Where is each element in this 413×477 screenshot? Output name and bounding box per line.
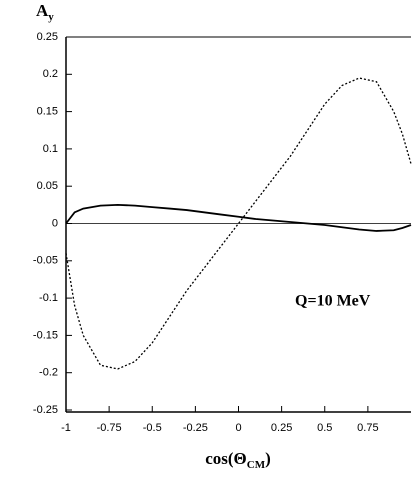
y-tick-label: 0.25: [37, 31, 58, 43]
y-tick-label: -0.2: [39, 367, 58, 379]
y-tick-label: 0.2: [43, 68, 58, 80]
y-tick-label: 0.15: [37, 106, 58, 118]
x-tick-label: 0.5: [317, 422, 332, 434]
x-tick-label: 0.25: [271, 422, 292, 434]
x-tick-label: 0.75: [357, 422, 378, 434]
x-tick-label: -0.75: [97, 422, 122, 434]
line-series: [65, 77, 412, 370]
y-tick-label: -0.25: [33, 404, 58, 416]
x-tick-label: -0.5: [143, 422, 162, 434]
x-label-end: ): [265, 449, 271, 468]
y-tick-label: 0.1: [43, 143, 58, 155]
y-tick-label: -0.1: [39, 292, 58, 304]
y-label-sub: y: [48, 11, 54, 23]
y-tick-label: -0.05: [33, 255, 58, 267]
x-label-main: cos(Θ: [205, 449, 247, 468]
y-axis-label: Ay: [36, 1, 54, 23]
y-tick-label: 0.05: [37, 180, 58, 192]
annotation: Q=10 MeV: [295, 293, 371, 310]
x-tick-label: 0: [235, 422, 241, 434]
x-label-sub: CM: [247, 459, 266, 471]
x-tick-label: -1: [61, 422, 71, 434]
x-axis-label: cos(ΘCM): [205, 449, 271, 471]
line-series: [65, 203, 412, 232]
y-label-main: A: [36, 1, 49, 20]
y-tick-label: 0: [52, 217, 58, 229]
x-tick-label: -0.25: [183, 422, 208, 434]
y-tick-label: -0.15: [33, 329, 58, 341]
